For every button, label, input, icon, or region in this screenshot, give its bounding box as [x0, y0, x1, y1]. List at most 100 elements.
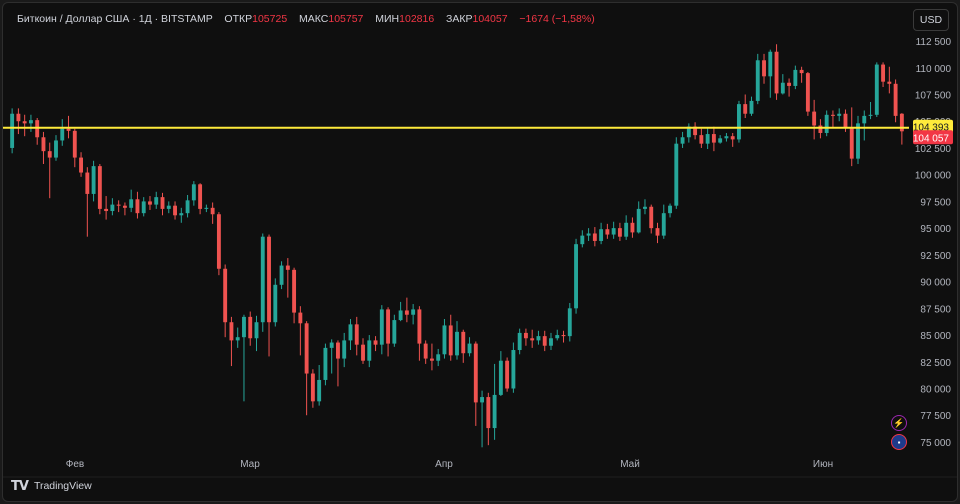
candle-body	[85, 172, 90, 194]
candle-body	[461, 331, 466, 354]
candle-body	[173, 205, 177, 216]
candle-body	[686, 126, 691, 138]
candle-body	[793, 69, 798, 86]
candle-body	[768, 51, 773, 77]
symbol-legend: Биткоин / Доллар США · 1Д · BITSTAMP ОТК…	[17, 13, 595, 25]
price-axis-label: 95 000	[920, 224, 951, 235]
candle-body	[398, 310, 403, 321]
candle-body	[354, 324, 359, 345]
candle-body	[216, 214, 221, 269]
candle-body	[248, 316, 253, 339]
candle-body	[868, 114, 873, 116]
bolt-icon[interactable]: ⚡	[891, 415, 907, 431]
candle-body	[762, 60, 766, 77]
price-axis-label: 87 500	[920, 304, 951, 315]
candle-body	[630, 222, 635, 233]
candle-body	[179, 213, 184, 216]
price-axis-label: 90 000	[920, 278, 951, 289]
candle-body	[780, 82, 785, 94]
candle-body	[361, 344, 365, 361]
candle-body	[856, 123, 860, 159]
flag-icon[interactable]: ▪	[891, 434, 907, 450]
candle-body	[774, 51, 779, 94]
candle-body	[567, 308, 572, 337]
candle-body	[417, 309, 422, 344]
candle-body	[285, 265, 290, 270]
candle-body	[448, 325, 453, 356]
candle-body	[242, 316, 246, 338]
price-axis-label: 110 000	[916, 64, 952, 75]
candle-body	[292, 269, 297, 313]
candle-body	[555, 335, 560, 339]
candle-body	[586, 233, 591, 236]
branding-label: TradingView	[33, 480, 92, 492]
price-axis-label: 92 500	[920, 251, 951, 262]
candle-body	[705, 134, 710, 144]
candle-body	[10, 113, 15, 148]
candle-body	[423, 343, 428, 359]
candle-body	[862, 115, 867, 124]
price-axis-label: 77 500	[920, 411, 951, 422]
candle-body	[467, 343, 472, 354]
candle-body	[198, 184, 203, 209]
candle-body	[223, 268, 228, 323]
candle-body	[122, 205, 127, 208]
candle-body	[592, 233, 597, 241]
candle-body	[41, 137, 46, 152]
candle-body	[480, 397, 485, 403]
candle-body	[668, 205, 672, 214]
candle-body	[154, 197, 159, 205]
candle-body	[66, 128, 71, 131]
candle-body	[135, 199, 140, 214]
candle-body	[210, 207, 215, 215]
candle-body	[229, 322, 234, 341]
candle-body	[893, 83, 898, 116]
candle-body	[436, 354, 441, 361]
candle-body	[655, 228, 660, 236]
candle-body	[831, 114, 835, 116]
candle-body	[649, 206, 654, 229]
candle-body	[97, 166, 102, 209]
price-axis-label: 85 000	[920, 331, 951, 342]
candle-body	[737, 104, 741, 140]
candle-body	[837, 113, 842, 116]
candle-body	[373, 340, 378, 345]
price-axis-label: 107 500	[915, 90, 952, 101]
candle-body	[643, 206, 647, 209]
candle-body	[317, 379, 322, 402]
price-axis-label: 97 500	[920, 197, 951, 208]
currency-button[interactable]: USD	[913, 9, 949, 31]
candle-body	[492, 394, 497, 429]
candle-body	[72, 130, 77, 158]
candle-body	[755, 60, 760, 101]
low-label: МИН	[375, 13, 400, 25]
candle-body	[718, 138, 723, 143]
candle-body	[799, 69, 804, 74]
candle-body	[812, 111, 817, 126]
candle-body	[254, 322, 259, 339]
candle-body	[580, 235, 585, 245]
time-axis-label: Мар	[240, 459, 260, 470]
price-axis-label: 80 000	[920, 385, 951, 396]
candle-body	[805, 73, 810, 112]
last-price-label: 104 057	[913, 133, 950, 144]
candle-body	[129, 199, 134, 208]
candle-body	[611, 228, 616, 235]
time-axis-label: Июн	[813, 459, 833, 470]
candle-body	[680, 137, 685, 144]
candle-body	[141, 201, 146, 214]
price-axis-label: 102 500	[915, 144, 952, 155]
branding[interactable]: TV TradingView	[11, 477, 92, 495]
candle-body	[881, 64, 886, 82]
candle-body	[636, 208, 641, 233]
price-axis-label: 100 000	[915, 171, 952, 182]
candle-body	[536, 336, 541, 341]
candle-body	[160, 197, 165, 209]
candle-body	[386, 309, 391, 344]
change-value: −1674 (−1,58%)	[519, 13, 595, 25]
candle-body	[260, 236, 265, 323]
candle-body	[60, 128, 65, 141]
open-value: 105725	[252, 13, 288, 25]
candle-body	[818, 125, 823, 133]
